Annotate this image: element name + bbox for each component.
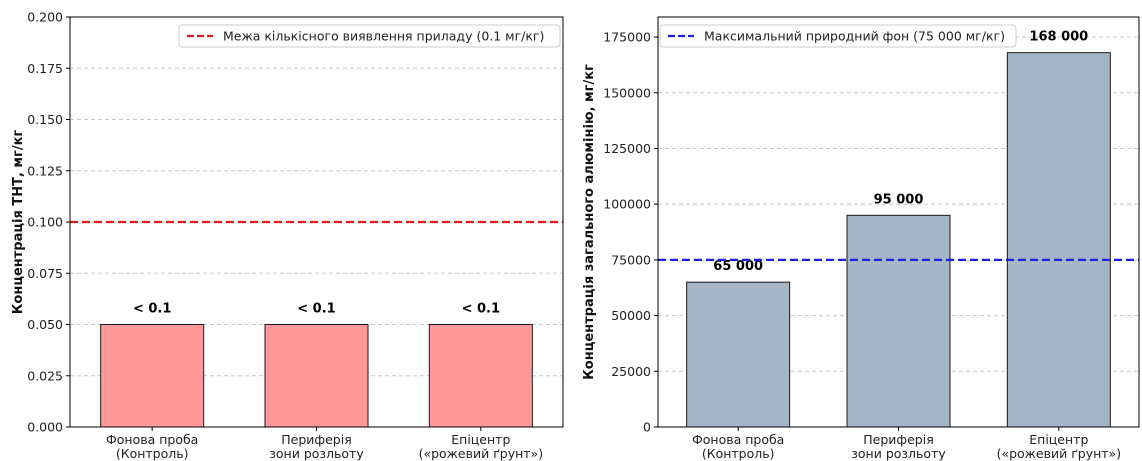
bar: [1006, 52, 1111, 428]
data-label: 65 000: [713, 259, 763, 274]
data-label: 95 000: [874, 192, 924, 207]
bar: [686, 281, 791, 428]
y-tick-label: 25000: [611, 364, 651, 379]
y-tick-label: 0.200: [27, 10, 63, 25]
y-tick-label: 0.175: [27, 61, 63, 76]
legend-box: [659, 24, 1017, 48]
y-tick-label: 125000: [603, 141, 651, 156]
x-tick-label: Фонова проба (Контроль): [106, 432, 198, 461]
x-tick-label: Епіцентр («рожевий ґрунт»): [997, 432, 1122, 461]
y-tick-label: 100000: [603, 197, 651, 212]
y-tick-label: 0.150: [27, 112, 63, 127]
y-tick-label: 75000: [611, 252, 651, 267]
legend-box: [178, 24, 561, 48]
x-tick-label: Периферія зони розльоту: [269, 432, 364, 461]
y-tick-label: 50000: [611, 308, 651, 323]
y-tick-label: 150000: [603, 85, 651, 100]
y-axis-label: Концентрація ТНТ, мг/кг: [11, 130, 26, 315]
data-label: < 0.1: [133, 302, 171, 317]
tnt-concentration-chart: < 0.1 < 0.1 < 0.1 0.000 0.025 0.050 0.075 0.100…: [11, 10, 564, 461]
y-tick-label: 0.075: [27, 266, 63, 281]
bar: [100, 324, 205, 428]
y-tick-label: 0.025: [27, 368, 63, 383]
data-label: < 0.1: [297, 302, 335, 317]
y-tick-label: 0.125: [27, 163, 63, 178]
legend-label: Максимальний природний фон (75 000 мг/кг…: [704, 29, 1005, 44]
x-tick-label: Периферія зони розльоту: [851, 432, 946, 461]
x-tick-label: Фонова проба (Контроль): [692, 432, 784, 461]
data-label: < 0.1: [462, 302, 500, 317]
y-tick-label: 0: [643, 420, 651, 435]
y-tick-label: 0.100: [27, 215, 63, 230]
data-label: 168 000: [1029, 30, 1088, 45]
legend-label: Межа кількісного виявлення приладу (0.1 …: [223, 29, 544, 44]
y-tick-label: 175000: [603, 30, 651, 45]
x-tick-label: Епіцентр («рожевий ґрунт»): [419, 432, 544, 461]
bar: [264, 324, 369, 428]
aluminium-concentration-chart: 65 000 95 000 168 000 0 25000 50000 75000 10000…: [582, 16, 1140, 461]
y-tick-label: 0.000: [27, 420, 63, 435]
bar: [846, 214, 951, 428]
y-axis-label: Концентрація загального алюмінію, мг/кг: [582, 64, 597, 380]
bar: [428, 324, 533, 428]
y-tick-label: 0.050: [27, 317, 63, 332]
